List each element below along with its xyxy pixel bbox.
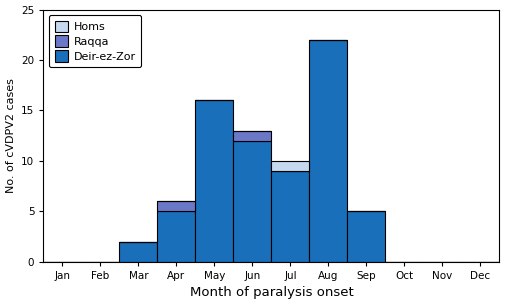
- Bar: [271, 161, 310, 171]
- Bar: [233, 141, 271, 262]
- Bar: [158, 201, 195, 211]
- Bar: [195, 100, 233, 262]
- Bar: [347, 211, 385, 262]
- Bar: [271, 171, 310, 262]
- Bar: [158, 211, 195, 262]
- Legend: Homs, Raqqa, Deir-ez-Zor: Homs, Raqqa, Deir-ez-Zor: [49, 15, 141, 67]
- Bar: [119, 242, 158, 262]
- Y-axis label: No. of cVDPV2 cases: No. of cVDPV2 cases: [6, 78, 16, 193]
- X-axis label: Month of paralysis onset: Month of paralysis onset: [189, 286, 354, 300]
- Bar: [310, 40, 347, 262]
- Bar: [233, 131, 271, 141]
